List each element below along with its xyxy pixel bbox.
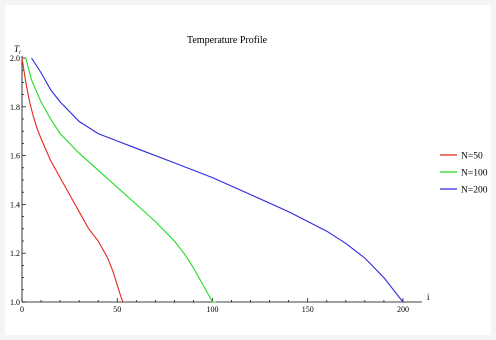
series-line-n-200 <box>31 57 404 303</box>
x-tick-label: 200 <box>397 305 409 314</box>
y-tick-label: 1.8 <box>10 103 20 112</box>
legend-label-n-200: N=200 <box>461 186 488 196</box>
y-axis-label-subscript: i <box>19 50 21 56</box>
x-axis-label: i <box>427 292 430 302</box>
chart-figure: Temperature Profile 0 50 100 150 200 1.0 1.2 1.… <box>5 5 491 335</box>
plot-series <box>21 57 404 303</box>
y-axis-label: Ti <box>14 44 21 56</box>
series-line-n-50 <box>21 57 124 303</box>
y-tick-label: 1.0 <box>10 298 20 307</box>
x-tick-label: 50 <box>113 305 121 314</box>
y-tick-label: 1.2 <box>10 249 20 258</box>
x-tick-label: 150 <box>302 305 314 314</box>
x-tick-label: 0 <box>20 305 24 314</box>
series-line-n-100 <box>25 57 217 303</box>
legend: N=50 N=100 N=200 <box>440 152 488 196</box>
chart-title: Temperature Profile <box>187 35 268 46</box>
y-tick-label: 1.6 <box>10 152 20 161</box>
temperature-profile-chart: Temperature Profile 0 50 100 150 200 1.0 1.2 1.… <box>10 35 488 314</box>
legend-label-n-50: N=50 <box>461 152 483 162</box>
y-tick-label: 2.0 <box>10 54 20 63</box>
x-tick-label: 100 <box>206 305 218 314</box>
legend-label-n-100: N=100 <box>461 169 488 179</box>
y-tick-label: 1.4 <box>10 200 20 209</box>
